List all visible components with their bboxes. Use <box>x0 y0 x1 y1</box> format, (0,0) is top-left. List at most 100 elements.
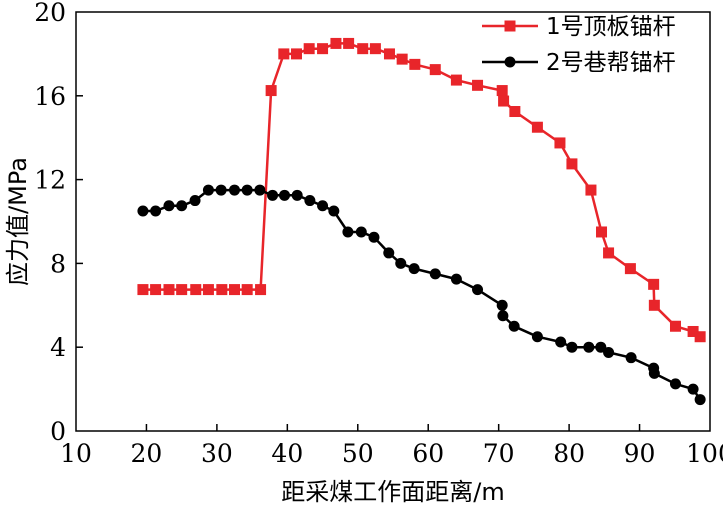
series-2-point <box>408 263 420 275</box>
series-2-point <box>383 247 395 259</box>
legend-label: 1号顶板锚杆 <box>546 14 676 40</box>
series-2-point <box>508 320 520 332</box>
series-2-point <box>215 184 227 196</box>
series-2-point <box>595 341 607 353</box>
series-1-point <box>303 43 315 55</box>
series-2-point <box>450 273 462 285</box>
series-1-point <box>357 43 369 55</box>
series-2-point <box>241 184 253 196</box>
series-1-point <box>202 284 214 296</box>
series-1-point <box>596 226 608 238</box>
series-1-point <box>317 43 329 55</box>
series-2-point <box>603 346 615 358</box>
series-1-point <box>409 58 421 70</box>
series-2-point <box>176 200 188 212</box>
x-tick-label: 40 <box>271 439 303 468</box>
series-2-point <box>566 341 578 353</box>
series-2-point <box>472 284 484 296</box>
legend-item-2: 2号巷帮锚杆 <box>482 50 676 76</box>
series-2-point <box>229 184 240 196</box>
x-axis-label: 距采煤工作面距离/m <box>281 478 504 506</box>
series-2-point <box>583 341 595 353</box>
x-tick-label: 90 <box>624 439 656 468</box>
series-1-point <box>343 37 355 49</box>
series-2-point <box>395 257 407 269</box>
series-2-point <box>669 378 681 390</box>
series-1-point <box>669 320 681 332</box>
series-2-point <box>531 331 543 343</box>
series-2-point <box>497 310 509 322</box>
series-1-point <box>229 284 240 296</box>
series-1-point <box>163 284 175 296</box>
plot-area-frame <box>75 11 711 432</box>
series-1-point <box>265 85 277 97</box>
series-1-point <box>472 79 484 91</box>
series-2-point <box>687 383 699 395</box>
series-2-point <box>279 189 291 201</box>
series-2-point <box>254 184 266 196</box>
series-1-point <box>648 278 660 290</box>
series-2-point <box>648 367 660 379</box>
x-tick-label: 10 <box>60 439 92 468</box>
series-2-point <box>150 205 162 217</box>
series-1-point <box>498 95 510 107</box>
y-tick-label: 20 <box>34 0 66 27</box>
series-1-point <box>137 284 149 296</box>
series-1-point <box>603 247 615 259</box>
series-1-line <box>142 42 701 338</box>
series-1-point <box>624 263 636 275</box>
x-tick-label: 60 <box>412 439 444 468</box>
legend-swatch-marker <box>504 56 516 68</box>
series-1-point <box>150 284 162 296</box>
x-tick-label: 70 <box>483 439 515 468</box>
series-layer <box>137 37 706 406</box>
series-2-point <box>267 189 279 201</box>
series-1-point <box>531 121 543 133</box>
x-tick-label: 80 <box>553 439 585 468</box>
series-2-point <box>317 200 329 212</box>
series-1-point <box>694 331 706 343</box>
series-1 <box>137 37 706 343</box>
y-tick-label: 12 <box>34 166 66 195</box>
series-1-point <box>585 184 597 196</box>
y-tick-label: 0 <box>50 417 66 446</box>
y-axis-ticks: 0 4 8 12 16 20 <box>34 0 83 446</box>
series-2-point <box>328 205 340 217</box>
series-1-point <box>554 137 566 149</box>
series-1-point <box>496 85 508 97</box>
series-2-point <box>189 195 201 207</box>
series-1-point <box>509 106 521 118</box>
series-1-point <box>255 284 267 296</box>
y-axis-label: 应力值/MPa <box>4 157 32 286</box>
x-axis-ticks: 10 20 30 40 50 60 70 80 90 100 <box>60 424 723 468</box>
series-1-point <box>216 284 228 296</box>
x-tick-label: 20 <box>131 439 163 468</box>
series-2-point <box>202 184 214 196</box>
legend-item-1: 1号顶板锚杆 <box>482 14 676 40</box>
legend-swatch-marker <box>504 20 516 32</box>
series-1-point <box>369 43 381 55</box>
series-1-point <box>396 53 408 65</box>
x-tick-label: 50 <box>342 439 374 468</box>
series-2-point <box>304 195 316 207</box>
series-1-point <box>429 64 441 76</box>
series-2-point <box>625 352 637 364</box>
series-2-point <box>137 205 149 217</box>
series-2-point <box>429 268 441 280</box>
series-1-point <box>190 284 202 296</box>
series-1-point <box>241 284 253 296</box>
series-2-point <box>342 226 354 238</box>
series-2-point <box>291 189 303 201</box>
series-1-point <box>687 325 699 337</box>
series-2-point <box>496 299 508 311</box>
series-2-point <box>694 394 706 406</box>
series-1-point <box>566 158 578 170</box>
series-1-point <box>450 74 462 86</box>
series-1-point <box>330 37 342 49</box>
series-1-point <box>383 48 395 60</box>
legend: 1号顶板锚杆 2号巷帮锚杆 <box>482 14 676 76</box>
series-2-point <box>355 226 367 238</box>
y-tick-label: 4 <box>50 333 66 362</box>
series-2-point <box>163 200 175 212</box>
